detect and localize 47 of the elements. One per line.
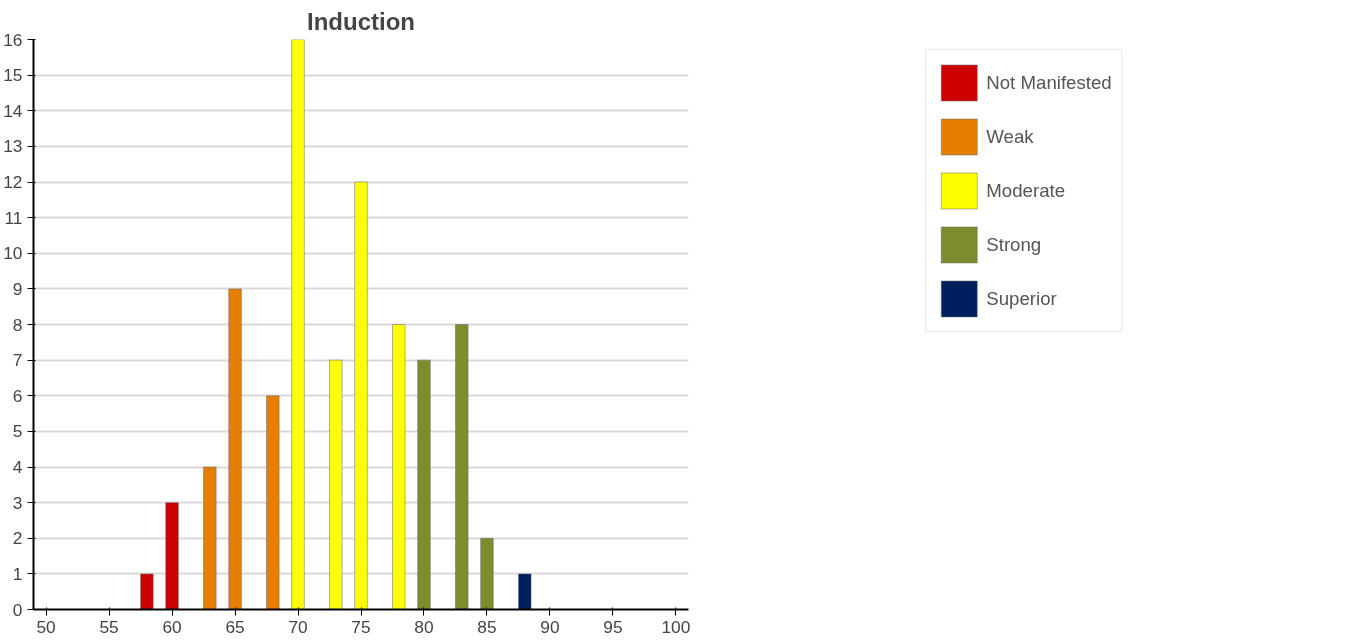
bar xyxy=(228,288,242,610)
y-tick-label: 16 xyxy=(3,29,23,50)
y-tick-label: 11 xyxy=(4,207,23,228)
y-tick-label: 15 xyxy=(3,65,23,86)
y-tick-label: 8 xyxy=(12,314,23,335)
bar xyxy=(455,324,469,610)
y-tick-label: 10 xyxy=(3,243,23,264)
bar xyxy=(266,395,280,610)
y-tick-label: 7 xyxy=(12,350,23,371)
x-tick-label: 60 xyxy=(162,616,182,637)
x-tick-label: 70 xyxy=(288,616,308,637)
legend-label: Moderate xyxy=(986,179,1066,202)
bar xyxy=(140,573,154,610)
y-tick-label: 14 xyxy=(3,100,23,121)
bar xyxy=(165,502,179,610)
bar xyxy=(203,466,217,610)
bar xyxy=(518,573,532,610)
y-tick-label: 4 xyxy=(12,457,23,477)
bar xyxy=(329,359,343,610)
y-tick-label: 12 xyxy=(3,172,23,192)
y-tick-label: 5 xyxy=(12,421,23,442)
y-tick-label: 3 xyxy=(12,492,23,513)
bar xyxy=(417,359,431,610)
y-tick-label: 2 xyxy=(12,528,23,549)
x-tick-label: 95 xyxy=(603,616,623,637)
bar xyxy=(291,39,305,610)
x-tick-label: 65 xyxy=(225,616,245,637)
x-tick-label: 75 xyxy=(351,616,371,637)
bar xyxy=(354,181,368,610)
legend-label: Superior xyxy=(986,287,1057,310)
y-tick-label: 6 xyxy=(12,385,23,406)
legend-label: Weak xyxy=(986,125,1034,148)
legend-label: Strong xyxy=(986,233,1042,256)
legend-label: Not Manifested xyxy=(986,71,1112,94)
x-tick-label: 55 xyxy=(99,616,119,637)
x-tick-label: 50 xyxy=(36,616,56,637)
bar xyxy=(480,538,494,610)
bar xyxy=(392,324,406,610)
y-tick-label: 9 xyxy=(12,278,23,299)
x-tick-label: 85 xyxy=(477,616,497,637)
y-tick-label: 1 xyxy=(12,563,23,584)
y-tick-label: 13 xyxy=(3,136,23,157)
x-tick-label: 80 xyxy=(414,616,434,637)
y-tick-label: 0 xyxy=(12,599,23,620)
x-tick-label: 100 xyxy=(661,616,691,637)
chart-title: Induction xyxy=(307,7,415,35)
x-tick-label: 90 xyxy=(540,616,560,637)
